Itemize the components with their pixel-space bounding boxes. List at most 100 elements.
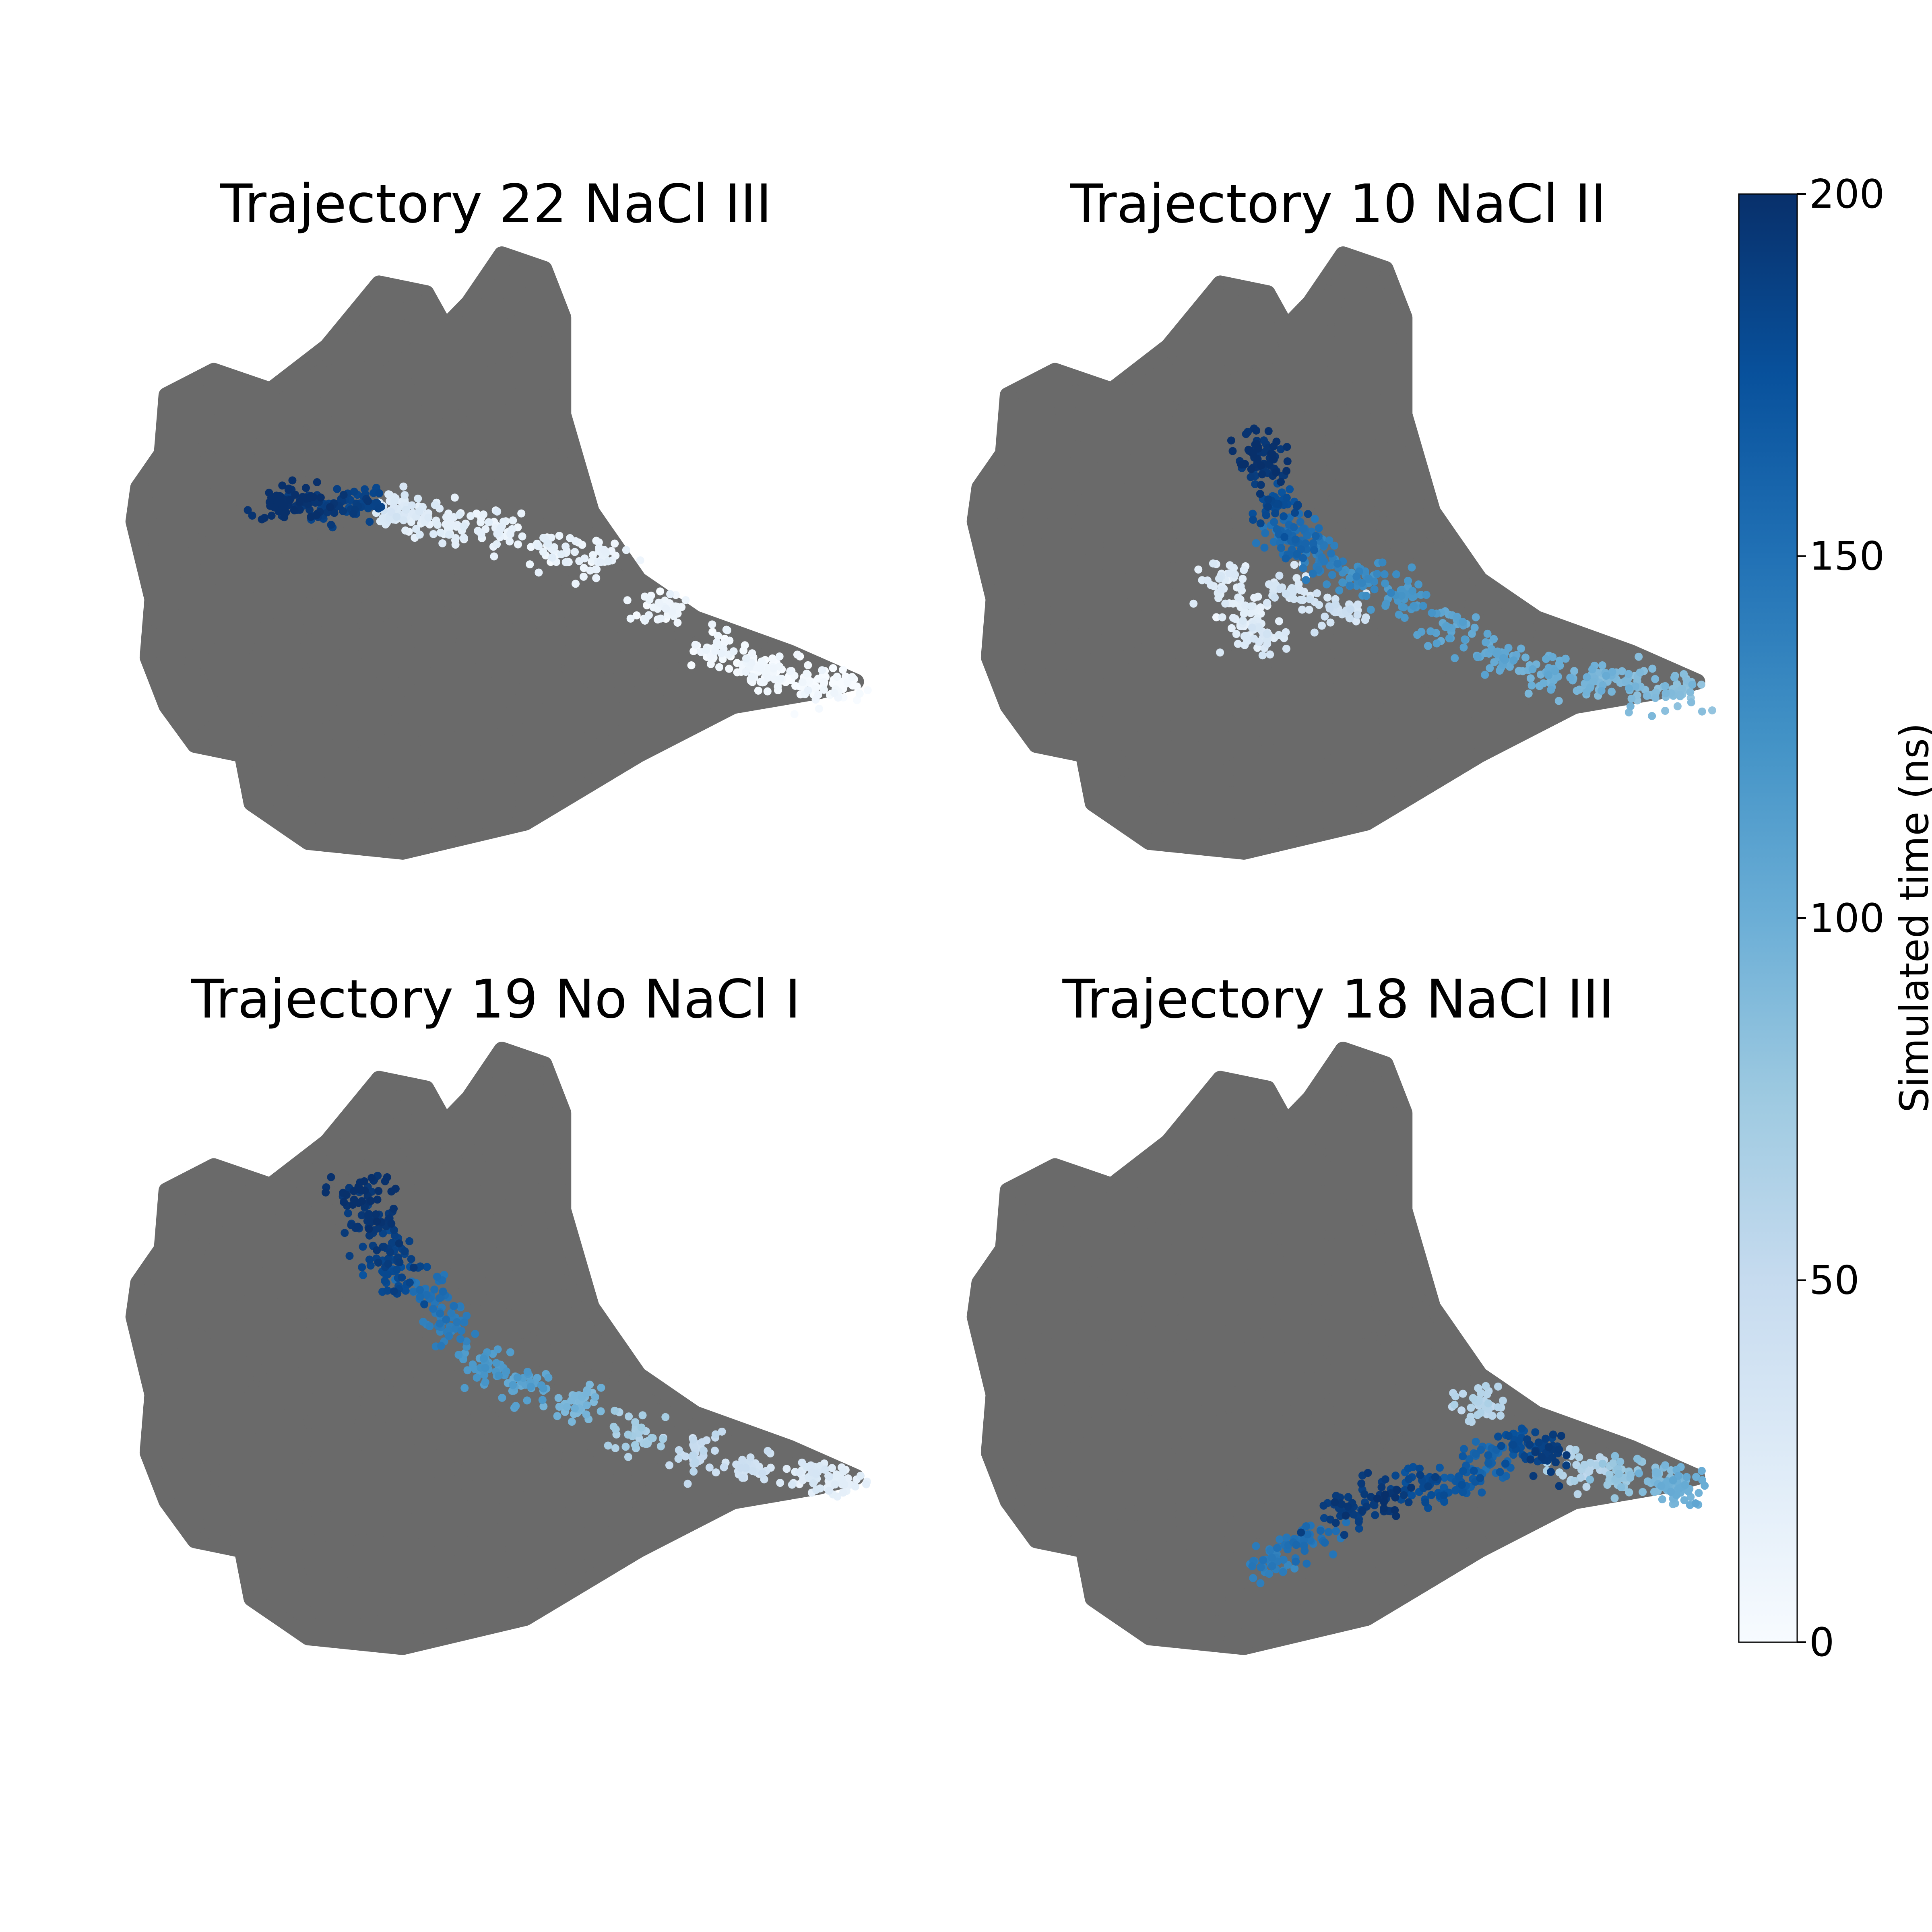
landscape-point: [259, 782, 266, 790]
landscape-point: [449, 835, 457, 843]
landscape-point: [1507, 633, 1514, 640]
landscape-point: [236, 634, 244, 642]
landscape-point: [1250, 845, 1258, 853]
landscape-point: [330, 391, 337, 398]
landscape-point: [520, 594, 528, 602]
landscape-point: [472, 747, 479, 755]
landscape-point: [309, 705, 316, 713]
landscape-point: [497, 337, 505, 345]
landscape-point: [473, 402, 481, 409]
landscape-point: [519, 349, 527, 356]
landscape-point: [530, 508, 538, 516]
landscape-point: [1161, 533, 1169, 541]
landscape-point: [1218, 324, 1226, 332]
landscape-point: [497, 322, 505, 330]
landscape-point: [344, 753, 352, 760]
landscape-point: [288, 621, 295, 629]
landscape-point: [534, 710, 542, 717]
trajectory-point: [517, 509, 526, 518]
landscape-point: [1346, 471, 1354, 478]
landscape-point: [413, 442, 421, 450]
trajectory-point: [863, 686, 872, 694]
landscape-point: [574, 608, 582, 616]
landscape-point: [558, 381, 566, 388]
landscape-point: [1041, 601, 1049, 608]
landscape-point: [1398, 755, 1406, 763]
landscape-point: [305, 654, 312, 662]
landscape-point: [1344, 775, 1352, 783]
landscape-point: [491, 658, 499, 665]
landscape-point: [997, 613, 1005, 620]
landscape-point: [1524, 716, 1532, 724]
landscape-point: [1402, 493, 1409, 501]
landscape-point: [640, 652, 648, 660]
landscape-point: [687, 723, 694, 731]
landscape-point: [568, 699, 575, 706]
landscape-point: [1209, 796, 1217, 804]
landscape-point: [1356, 408, 1364, 415]
landscape-point: [194, 568, 202, 576]
landscape-point: [369, 805, 377, 813]
landscape-point: [363, 321, 371, 328]
landscape-point: [1177, 840, 1184, 848]
landscape-point: [991, 518, 999, 525]
landscape-point: [491, 797, 499, 805]
landscape-point: [1138, 624, 1146, 632]
landscape-point: [303, 766, 310, 774]
landscape-point: [426, 369, 433, 377]
landscape-point: [1230, 406, 1238, 414]
landscape-point: [308, 748, 316, 755]
landscape-point: [1260, 789, 1267, 797]
landscape-point: [437, 719, 444, 727]
landscape-point: [415, 620, 423, 627]
landscape-point: [491, 363, 499, 371]
landscape-point: [1215, 699, 1223, 707]
landscape-point: [275, 548, 282, 556]
landscape-point: [1171, 391, 1179, 398]
landscape-point: [1075, 386, 1082, 394]
landscape-point: [447, 570, 455, 578]
landscape-point: [441, 709, 449, 717]
landscape-point: [1369, 737, 1377, 745]
landscape-point: [642, 683, 650, 690]
landscape-point: [1235, 723, 1243, 731]
landscape-point: [587, 685, 594, 693]
landscape-point: [336, 824, 344, 831]
landscape-point: [521, 426, 529, 433]
landscape-point: [275, 654, 283, 662]
landscape-point: [382, 407, 390, 415]
landscape-point: [1173, 638, 1181, 646]
landscape-point: [514, 561, 522, 568]
landscape-point: [480, 828, 488, 836]
landscape-point: [1271, 813, 1279, 820]
landscape-point: [464, 481, 472, 489]
landscape-point: [578, 499, 585, 506]
landscape-point: [541, 405, 548, 413]
landscape-point: [1160, 383, 1167, 391]
landscape-point: [544, 762, 552, 770]
landscape-point: [320, 480, 328, 487]
landscape-point: [530, 717, 538, 724]
landscape-point: [1379, 466, 1387, 473]
landscape-point: [482, 753, 490, 760]
landscape-point: [1399, 640, 1407, 648]
landscape-point: [320, 533, 328, 541]
landscape-point: [1247, 372, 1255, 379]
landscape-point: [1012, 553, 1020, 560]
landscape-point: [212, 514, 219, 522]
landscape-point: [1163, 729, 1170, 737]
landscape-point: [483, 458, 491, 466]
landscape-point: [613, 605, 621, 613]
landscape-point: [483, 403, 491, 411]
landscape-point: [345, 782, 353, 789]
landscape-point: [509, 382, 517, 390]
landscape-point: [1131, 717, 1139, 725]
landscape-point: [1197, 747, 1205, 755]
landscape-point: [472, 432, 479, 440]
landscape-point: [1179, 343, 1187, 351]
landscape-point: [487, 501, 494, 509]
landscape-point: [478, 383, 485, 391]
landscape-point: [198, 728, 205, 736]
landscape-point: [1382, 739, 1390, 746]
landscape-point: [437, 582, 444, 590]
